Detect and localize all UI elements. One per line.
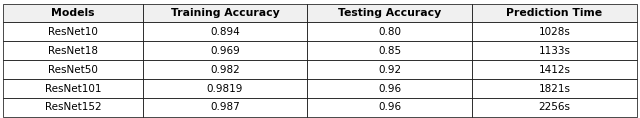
Bar (143, 79, 307, 98)
Bar (472, 98, 637, 117)
Bar (3, 41, 143, 60)
Bar (143, 60, 307, 79)
Text: 0.85: 0.85 (378, 46, 401, 56)
Text: 0.987: 0.987 (210, 102, 240, 112)
Bar (3, 22, 143, 41)
Bar (307, 79, 472, 98)
Text: Prediction Time: Prediction Time (506, 8, 602, 18)
Text: 0.969: 0.969 (210, 46, 240, 56)
Text: 1028s: 1028s (538, 27, 570, 37)
Text: 0.96: 0.96 (378, 84, 401, 93)
Text: 0.96: 0.96 (378, 102, 401, 112)
Bar (472, 79, 637, 98)
Bar (143, 22, 307, 41)
Text: 2256s: 2256s (538, 102, 570, 112)
Bar (143, 4, 307, 22)
Bar (472, 22, 637, 41)
Text: 1821s: 1821s (538, 84, 570, 93)
Text: 0.9819: 0.9819 (207, 84, 243, 93)
Bar (143, 41, 307, 60)
Bar (307, 41, 472, 60)
Bar (3, 60, 143, 79)
Bar (472, 41, 637, 60)
Text: 1412s: 1412s (538, 65, 570, 75)
Bar (307, 22, 472, 41)
Bar (3, 98, 143, 117)
Text: 0.92: 0.92 (378, 65, 401, 75)
Bar (307, 60, 472, 79)
Bar (472, 4, 637, 22)
Text: ResNet50: ResNet50 (48, 65, 98, 75)
Text: ResNet152: ResNet152 (45, 102, 101, 112)
Text: 0.894: 0.894 (210, 27, 240, 37)
Bar (3, 79, 143, 98)
Text: 1133s: 1133s (538, 46, 570, 56)
Text: 0.80: 0.80 (378, 27, 401, 37)
Text: Models: Models (51, 8, 95, 18)
Text: ResNet101: ResNet101 (45, 84, 101, 93)
Bar (3, 4, 143, 22)
Bar (472, 60, 637, 79)
Bar (307, 98, 472, 117)
Text: ResNet10: ResNet10 (48, 27, 98, 37)
Bar (307, 4, 472, 22)
Text: Testing Accuracy: Testing Accuracy (338, 8, 442, 18)
Text: ResNet18: ResNet18 (48, 46, 98, 56)
Text: 0.982: 0.982 (210, 65, 240, 75)
Bar (143, 98, 307, 117)
Text: Training Accuracy: Training Accuracy (171, 8, 279, 18)
